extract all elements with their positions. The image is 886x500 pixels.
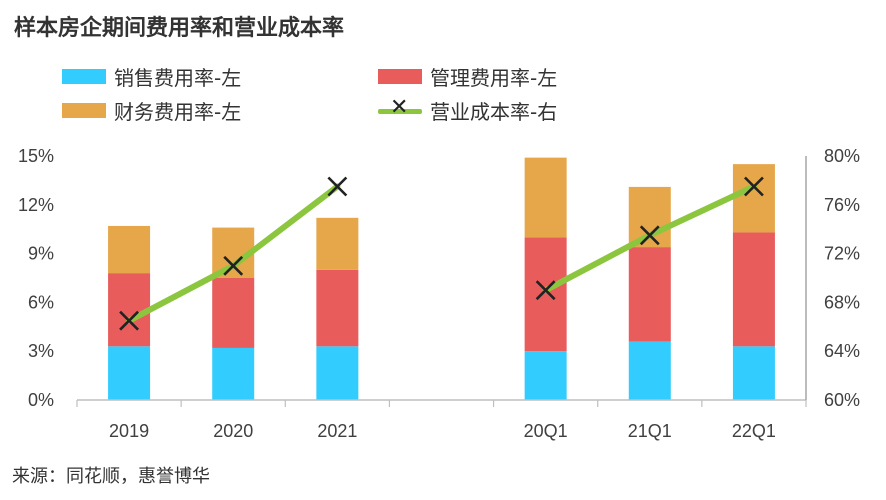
bar-sales-4 [524, 351, 567, 400]
point-cost-4 [535, 280, 556, 301]
bar-finance-6 [732, 164, 775, 233]
legend-item-finance: 财务费用率-左 [62, 96, 241, 125]
x-tick-label: 22Q1 [732, 421, 776, 441]
source-note: 来源：同花顺，惠誉博华 [12, 466, 210, 487]
y-left-tick-label: 6% [28, 292, 54, 312]
point-cost-5 [639, 225, 660, 246]
point-cost-2 [327, 176, 348, 197]
bar-admin-2 [316, 269, 359, 347]
bar-finance-0 [108, 225, 151, 274]
legend-item-admin: 管理费用率-左 [378, 62, 557, 91]
y-right-tick-label: 76% [824, 195, 860, 215]
legend-swatch-cost: ✕ [378, 95, 422, 120]
bar-admin-1 [212, 278, 255, 348]
y-left-tick-label: 3% [28, 341, 54, 361]
y-right-tick-label: 72% [824, 244, 860, 264]
legend-label-cost: 营业成本率-右 [430, 100, 558, 124]
legend-item-sales: 销售费用率-左 [62, 62, 241, 91]
x-marker-icon: ✕ [390, 94, 409, 120]
legend-label-finance: 财务费用率-左 [114, 100, 242, 124]
legend-swatch-admin [378, 69, 422, 84]
x-tick-label: 2019 [109, 421, 149, 441]
bar-admin-4 [524, 237, 567, 352]
bar-finance-2 [316, 217, 359, 270]
x-tick-label: 2020 [213, 421, 253, 441]
bar-finance-4 [524, 157, 567, 238]
bar-sales-5 [628, 341, 671, 400]
bar-sales-0 [108, 346, 151, 400]
y-right-tick-label: 68% [824, 292, 860, 312]
bar-sales-1 [212, 347, 255, 400]
x-tick-label: 20Q1 [524, 421, 568, 441]
y-left-tick-label: 0% [28, 390, 54, 410]
y-right-tick-label: 60% [824, 390, 860, 410]
y-right-tick-label: 64% [824, 341, 860, 361]
bar-sales-2 [316, 346, 359, 400]
x-tick-label: 21Q1 [628, 421, 672, 441]
y-left-tick-label: 9% [28, 244, 54, 264]
legend-label-admin: 管理费用率-左 [430, 66, 558, 90]
bar-admin-5 [628, 247, 671, 342]
bar-admin-0 [108, 273, 151, 347]
x-tick-label: 2021 [317, 421, 357, 441]
legend-item-cost: ✕ 营业成本率-右 [378, 95, 558, 125]
y-right-tick-label: 80% [824, 146, 860, 166]
point-cost-1 [223, 255, 244, 276]
bar-admin-6 [732, 232, 775, 347]
point-cost-6 [744, 176, 764, 197]
point-cost-0 [119, 310, 139, 331]
legend-swatch-finance [62, 103, 106, 118]
y-left-tick-label: 15% [18, 146, 54, 166]
bar-sales-6 [732, 346, 775, 400]
chart-title: 样本房企期间费用率和营业成本率 [14, 16, 345, 41]
legend-label-sales: 销售费用率-左 [114, 66, 242, 90]
y-left-tick-label: 12% [18, 195, 54, 215]
legend-swatch-sales [62, 69, 106, 84]
